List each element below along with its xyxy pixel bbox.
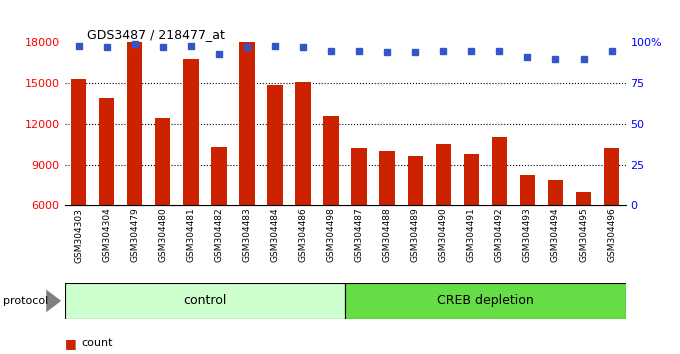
Bar xyxy=(267,85,283,205)
Text: protocol: protocol xyxy=(3,296,49,306)
Text: ■: ■ xyxy=(65,337,76,350)
Text: GSM304303: GSM304303 xyxy=(74,208,83,263)
Text: GSM304304: GSM304304 xyxy=(102,208,111,262)
Text: CREB depletion: CREB depletion xyxy=(437,295,534,307)
Text: GSM304490: GSM304490 xyxy=(439,208,447,262)
Text: GSM304489: GSM304489 xyxy=(411,208,420,262)
Bar xyxy=(211,147,226,205)
Text: count: count xyxy=(82,338,113,348)
Bar xyxy=(239,42,254,205)
Text: GSM304493: GSM304493 xyxy=(523,208,532,262)
Bar xyxy=(548,179,563,205)
Text: GSM304480: GSM304480 xyxy=(158,208,167,262)
Text: GDS3487 / 218477_at: GDS3487 / 218477_at xyxy=(87,28,225,41)
Bar xyxy=(492,137,507,205)
Bar xyxy=(324,116,339,205)
Bar xyxy=(183,59,199,205)
Bar xyxy=(604,148,619,205)
Text: GSM304496: GSM304496 xyxy=(607,208,616,262)
Text: GSM304486: GSM304486 xyxy=(299,208,307,262)
Bar xyxy=(295,82,311,205)
Text: GSM304498: GSM304498 xyxy=(326,208,335,262)
Bar xyxy=(345,283,626,319)
Bar xyxy=(436,144,451,205)
Bar xyxy=(576,192,591,205)
Bar xyxy=(65,283,345,319)
Text: GSM304488: GSM304488 xyxy=(383,208,392,262)
Text: GSM304482: GSM304482 xyxy=(214,208,223,262)
Bar xyxy=(155,119,171,205)
Text: GSM304487: GSM304487 xyxy=(355,208,364,262)
Text: GSM304483: GSM304483 xyxy=(243,208,252,262)
Bar xyxy=(520,176,535,205)
Bar xyxy=(379,151,395,205)
Text: GSM304481: GSM304481 xyxy=(186,208,195,262)
Text: GSM304494: GSM304494 xyxy=(551,208,560,262)
Text: GSM304479: GSM304479 xyxy=(131,208,139,262)
Bar xyxy=(99,98,114,205)
Bar xyxy=(71,79,86,205)
Text: GSM304484: GSM304484 xyxy=(271,208,279,262)
Text: control: control xyxy=(183,295,226,307)
Text: GSM304492: GSM304492 xyxy=(495,208,504,262)
Bar xyxy=(407,156,423,205)
Bar xyxy=(352,148,367,205)
Bar xyxy=(127,42,142,205)
Bar xyxy=(464,154,479,205)
Polygon shape xyxy=(46,290,61,312)
Text: GSM304491: GSM304491 xyxy=(467,208,476,262)
Text: GSM304495: GSM304495 xyxy=(579,208,588,262)
